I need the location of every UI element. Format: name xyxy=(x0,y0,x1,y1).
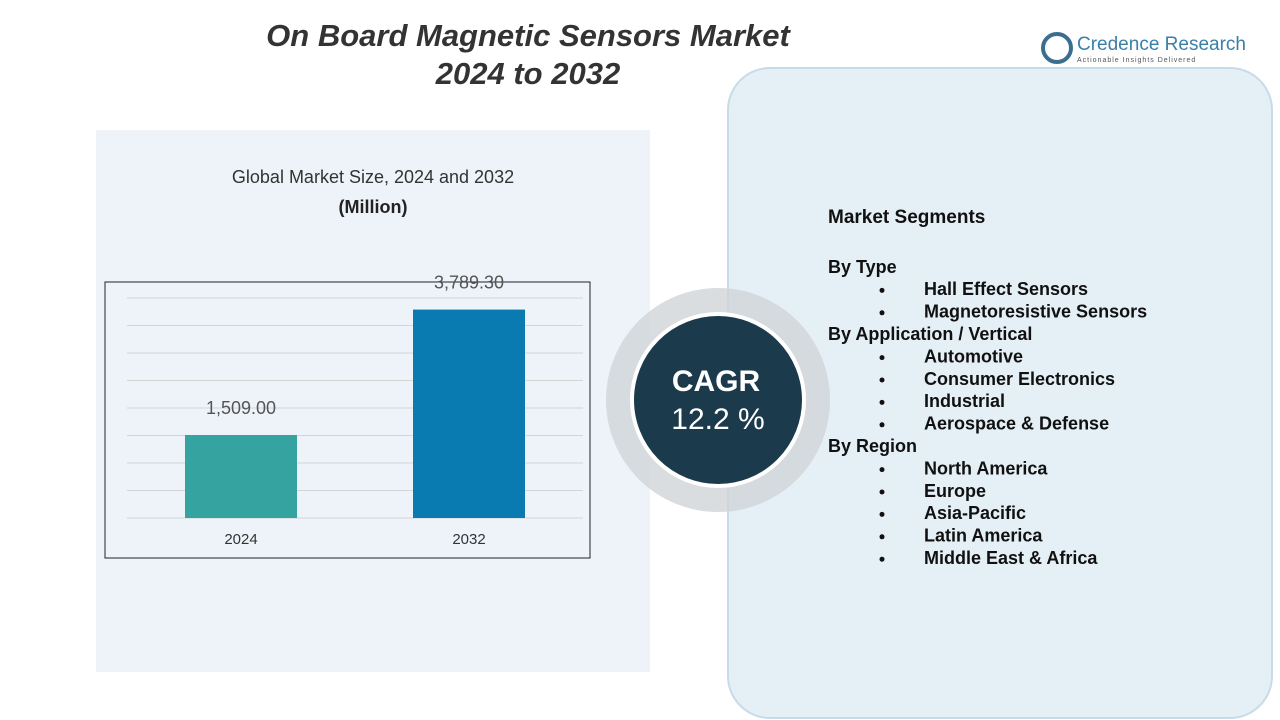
segment-item: Consumer Electronics xyxy=(924,369,1115,389)
chart-title: Global Market Size, 2024 and 2032 xyxy=(232,167,514,187)
bullet xyxy=(879,534,885,540)
chart-panel xyxy=(96,130,650,672)
logo-tagline: Actionable Insights Delivered xyxy=(1077,57,1196,64)
segment-item: Middle East & Africa xyxy=(924,548,1098,568)
bullet xyxy=(879,467,885,473)
segment-item: Europe xyxy=(924,481,986,501)
bullet xyxy=(879,377,885,383)
segment-item: Aerospace & Defense xyxy=(924,414,1109,434)
segment-item: Asia-Pacific xyxy=(924,503,1026,523)
bullet xyxy=(879,489,885,495)
chart-subtitle: (Million) xyxy=(339,197,408,217)
bullet xyxy=(879,355,885,361)
main-title: 2024 to 2032 xyxy=(435,56,620,91)
cagr-label: CAGR xyxy=(672,365,761,398)
segment-item: Magnetoresistive Sensors xyxy=(924,302,1147,322)
bullet xyxy=(879,399,885,405)
chart-frame xyxy=(104,281,591,559)
x-tick-label: 2032 xyxy=(452,531,485,548)
bullet xyxy=(879,422,885,428)
x-tick-label: 2024 xyxy=(224,531,257,548)
segment-list: By Type Hall Effect Sensors Magnetoresisti… xyxy=(828,257,1147,568)
segment-item: Latin America xyxy=(924,526,1043,546)
segment-group: By Application / Vertical xyxy=(828,324,1032,344)
logo-icon xyxy=(1041,32,1073,64)
bar xyxy=(185,435,297,518)
segment-item: Hall Effect Sensors xyxy=(924,279,1088,299)
segments-heading: Market Segments xyxy=(828,207,985,228)
segment-item: North America xyxy=(924,458,1048,478)
bar xyxy=(413,309,525,518)
bullet xyxy=(879,511,885,517)
cagr-value: 12.2 % xyxy=(671,403,764,436)
main-title: On Board Magnetic Sensors Market xyxy=(266,18,791,53)
bullet xyxy=(879,287,885,293)
segment-group: By Region xyxy=(828,436,917,456)
bullet xyxy=(879,556,885,562)
bullet xyxy=(879,310,885,316)
segment-group: By Type xyxy=(828,257,897,277)
value-label: 1,509.00 xyxy=(206,398,276,418)
segment-item: Automotive xyxy=(924,346,1023,366)
logo-name: Credence Research xyxy=(1077,34,1246,55)
plot: 1,509.00 2024 3,789.30 2032 xyxy=(127,272,583,548)
value-label: 3,789.30 xyxy=(434,272,504,292)
logo: Credence Research Actionable Insights De… xyxy=(1041,32,1246,64)
segment-item: Industrial xyxy=(924,391,1005,411)
cagr-badge xyxy=(630,312,806,488)
